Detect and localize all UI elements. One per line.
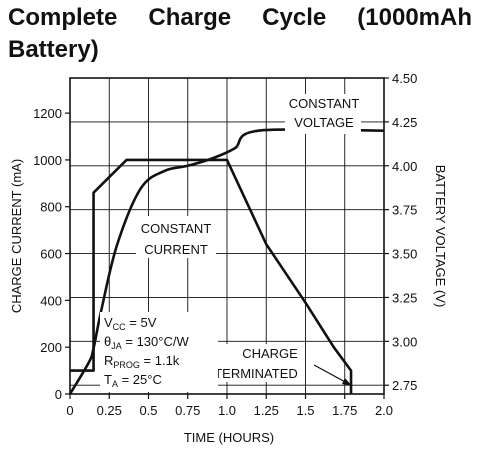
y-left-tick-label: 800 bbox=[40, 200, 62, 215]
y-right-tick-label: 3.25 bbox=[392, 290, 417, 305]
y-right-tick-label: 4.25 bbox=[392, 115, 417, 130]
constant-current-label-bg bbox=[136, 216, 216, 258]
constant-voltage-label-line1: CONSTANT bbox=[289, 96, 360, 111]
x-tick-label: 1.75 bbox=[332, 403, 357, 418]
current-curve bbox=[70, 158, 353, 394]
conditions-bg bbox=[100, 312, 218, 392]
x-tick-label: 0.25 bbox=[97, 403, 122, 418]
y-right-tick-label: 3.50 bbox=[392, 247, 417, 262]
y-right-tick-label: 2.75 bbox=[392, 378, 417, 393]
voltage-curve bbox=[68, 128, 385, 395]
x-tick-label: 1.25 bbox=[254, 403, 279, 418]
charge-terminated-arrowhead bbox=[342, 378, 352, 386]
constant-current-label-line1: CONSTANT bbox=[141, 221, 212, 236]
y-left-tick-label: 600 bbox=[40, 247, 62, 262]
x-tick-label: 1.0 bbox=[218, 403, 236, 418]
y-left-tick-label: 0 bbox=[55, 387, 62, 402]
y-axis-left: 0 200 400 600 800 1000 1200 bbox=[33, 106, 70, 402]
constant-voltage-label-line2: VOLTAGE bbox=[294, 115, 354, 130]
x-tick-label: 0 bbox=[66, 403, 73, 418]
y-left-tick-label: 1200 bbox=[33, 106, 62, 121]
series-group bbox=[68, 128, 385, 395]
y-right-tick-label: 4.50 bbox=[392, 71, 417, 86]
x-axis-label: TIME (HOURS) bbox=[184, 430, 274, 445]
condition-rprog: RPROG = 1.1k bbox=[104, 353, 180, 370]
charge-terminated-label-bg bbox=[209, 344, 301, 382]
y-axis-left-label: CHARGE CURRENT (mA) bbox=[9, 159, 24, 313]
y-axis-right: 2.75 3.00 3.25 3.50 3.75 4.00 4.25 4.50 bbox=[384, 71, 417, 393]
y-left-tick-label: 400 bbox=[40, 293, 62, 308]
x-tick-label: 0.5 bbox=[139, 403, 157, 418]
y-left-tick-label: 200 bbox=[40, 340, 62, 355]
x-tick-label: 1.5 bbox=[296, 403, 314, 418]
y-axis-right-label: BATTERY VOLTAGE (V) bbox=[433, 165, 448, 308]
chart-title: Complete Charge Cycle (1000mAh Battery) bbox=[8, 4, 472, 63]
y-right-tick-label: 4.00 bbox=[392, 159, 417, 174]
condition-ta: TA = 25°C bbox=[104, 372, 162, 389]
y-right-tick-label: 3.75 bbox=[392, 203, 417, 218]
charge-terminated-label-line1: CHARGE bbox=[242, 346, 298, 361]
x-tick-label: 2.0 bbox=[375, 403, 393, 418]
y-left-tick-label: 1000 bbox=[33, 153, 62, 168]
x-tick-label: 0.75 bbox=[175, 403, 200, 418]
constant-current-label-line2: CURRENT bbox=[144, 242, 208, 257]
constant-voltage-label-bg bbox=[285, 94, 361, 134]
charge-terminated-arrow bbox=[313, 364, 350, 385]
condition-theta-ja: θJA = 130°C/W bbox=[104, 334, 189, 351]
y-right-tick-label: 3.00 bbox=[392, 334, 417, 349]
condition-vcc: VCC = 5V bbox=[104, 315, 157, 332]
charge-terminated-label-line2: TERMINATED bbox=[214, 366, 298, 381]
x-axis: 0 0.25 0.5 0.75 1.0 1.25 1.5 1.75 2.0 bbox=[66, 394, 393, 418]
